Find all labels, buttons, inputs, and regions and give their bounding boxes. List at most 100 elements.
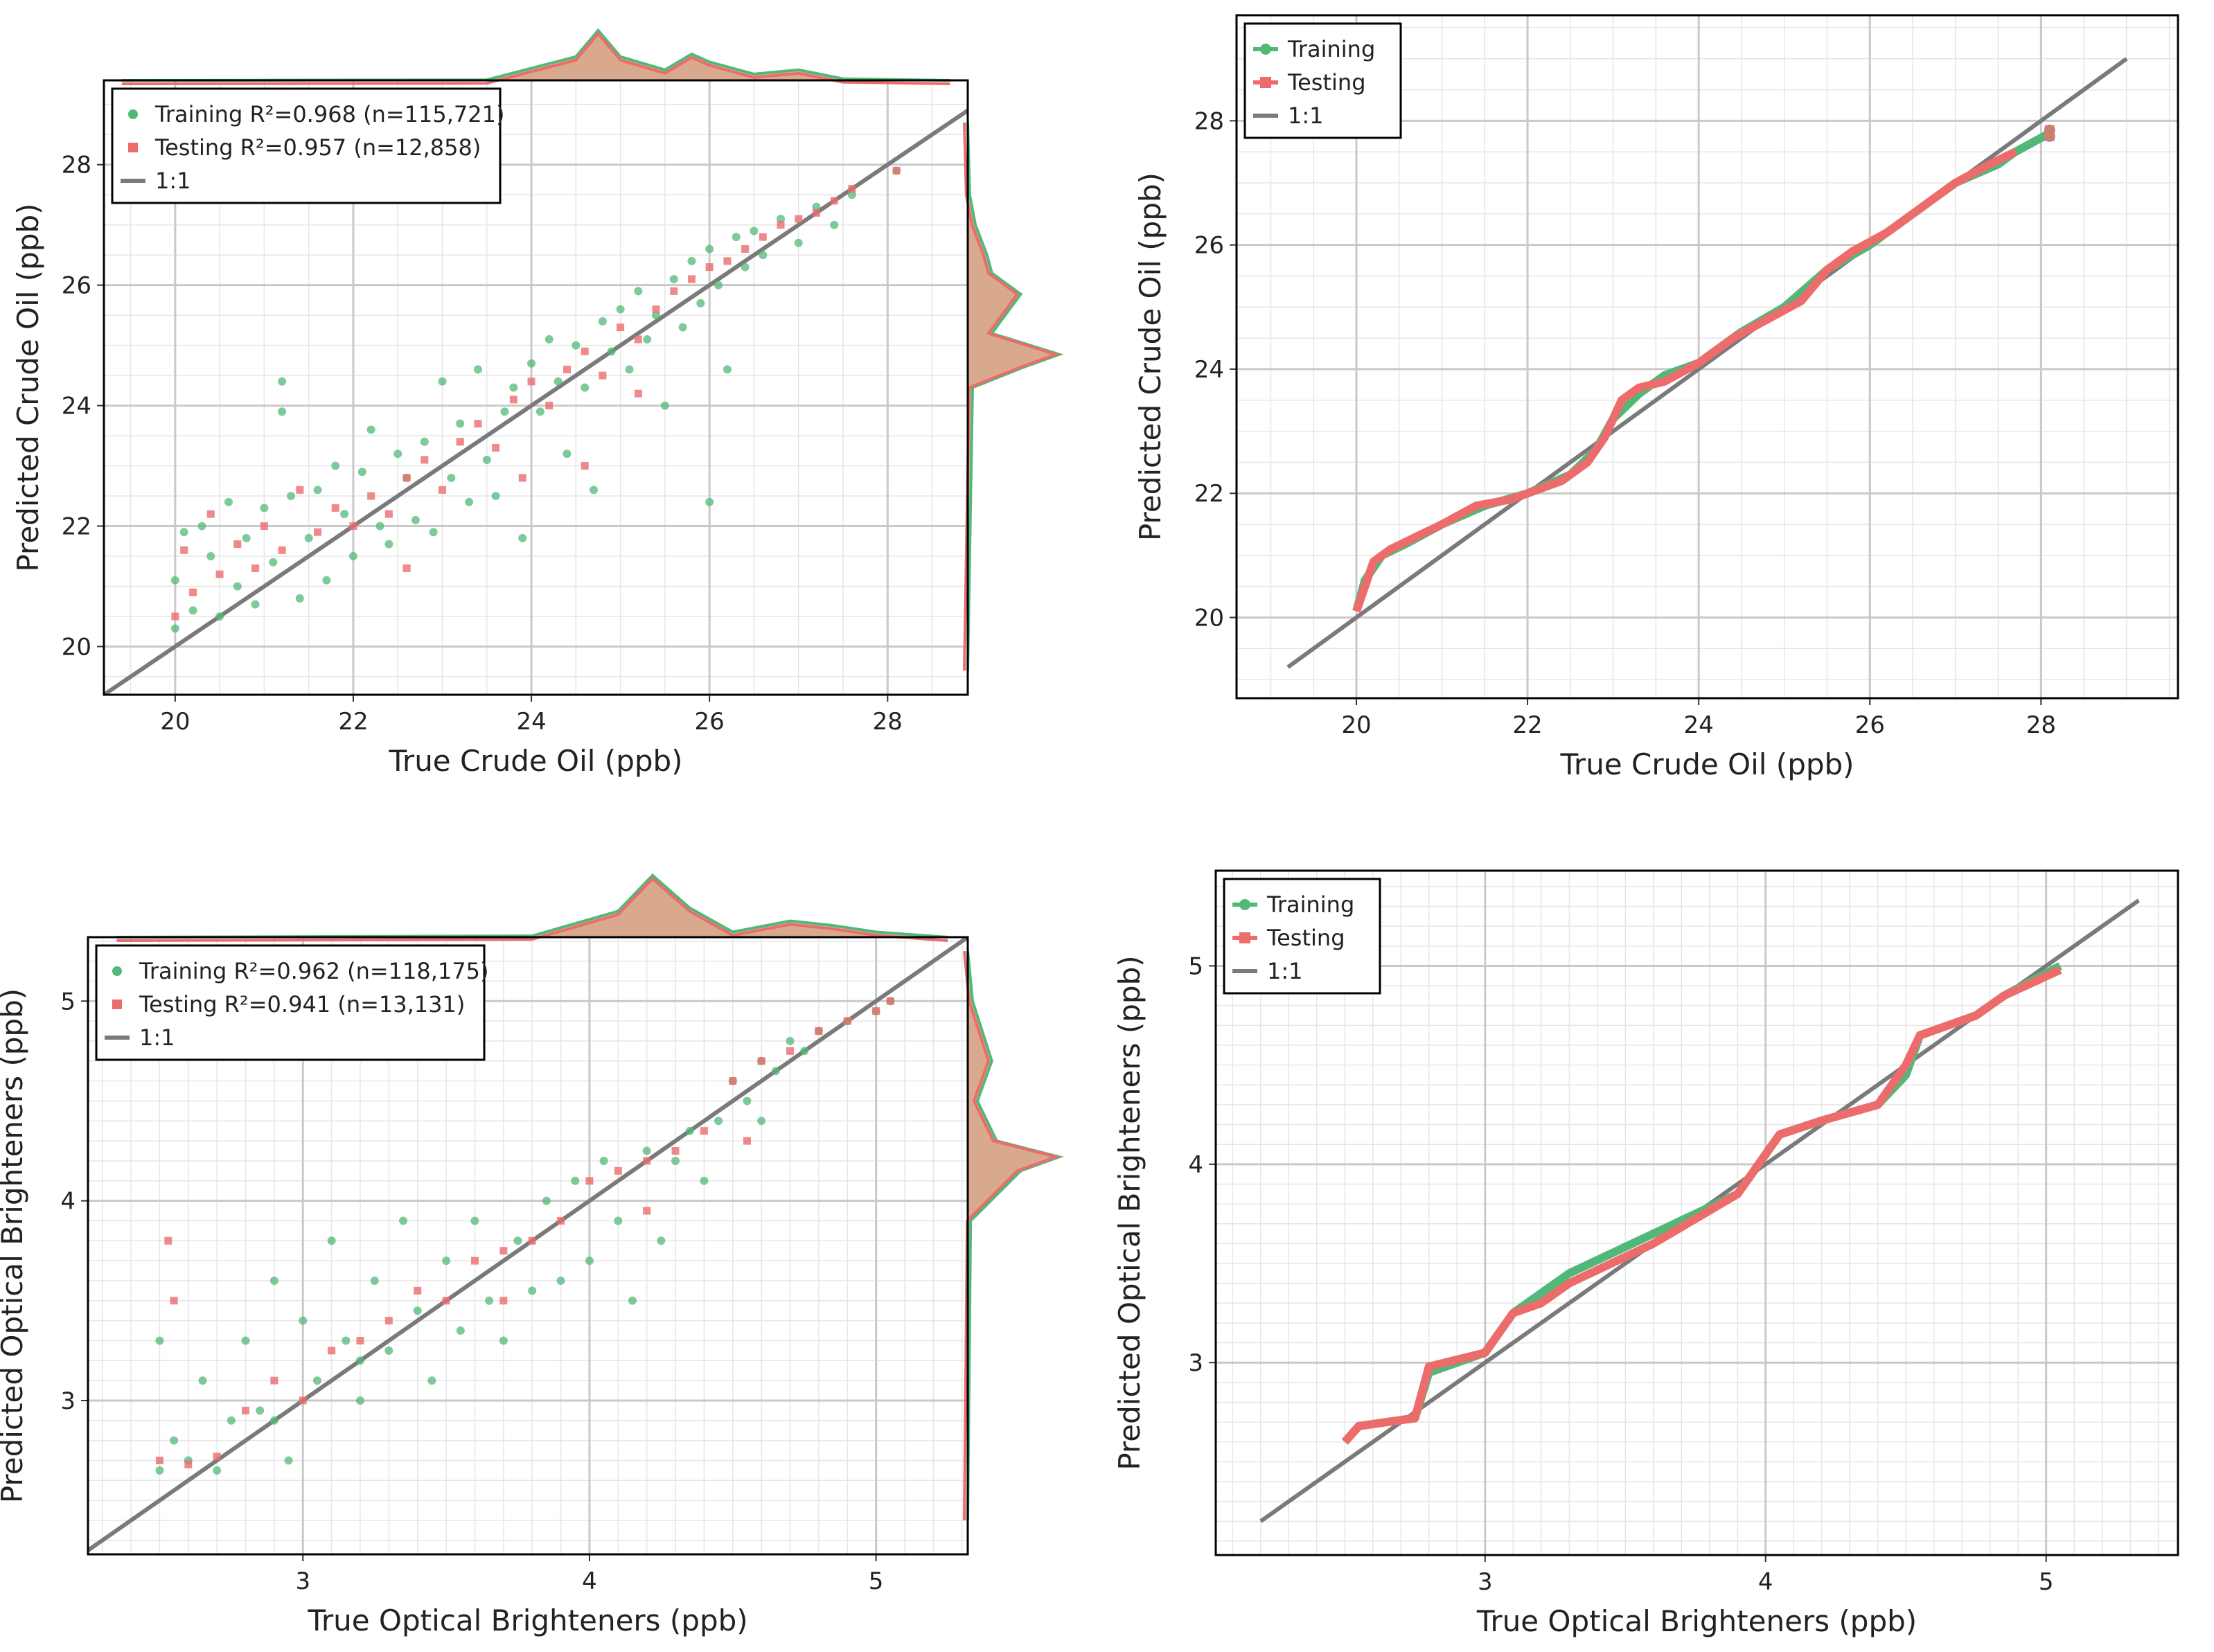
- testing-point: [296, 486, 304, 494]
- testing-point: [402, 564, 411, 572]
- training-point: [847, 190, 856, 199]
- testing-point: [171, 612, 179, 621]
- legend-training-marker: [1260, 44, 1271, 55]
- legend-training-marker: [112, 966, 122, 976]
- y-tick-label: 20: [62, 633, 91, 661]
- training-point: [687, 256, 696, 265]
- plot-frame: [1214, 869, 2179, 1556]
- training-point: [348, 551, 357, 560]
- testing-point: [270, 1376, 278, 1385]
- testing-point: [723, 257, 732, 265]
- training-point: [590, 486, 599, 495]
- testing-point: [499, 1297, 508, 1305]
- training-point: [170, 1436, 179, 1445]
- training-point: [442, 1256, 451, 1265]
- testing-point: [420, 456, 429, 464]
- testing-point: [384, 510, 393, 518]
- training-point: [260, 504, 269, 513]
- x-tick-label: 5: [869, 1567, 884, 1595]
- testing-point: [843, 1017, 851, 1025]
- legend-testing-marker: [128, 143, 138, 152]
- training-point: [278, 377, 287, 386]
- legend-training-marker: [128, 109, 138, 119]
- training-point: [241, 1336, 250, 1345]
- training-point: [705, 497, 714, 506]
- testing-point: [585, 1177, 594, 1185]
- training-point: [355, 1396, 364, 1405]
- training-point: [628, 1296, 637, 1305]
- y-tick-label: 22: [62, 513, 91, 541]
- top-density-testing-line: [116, 876, 948, 942]
- legend: Training Testing 1:1: [1243, 22, 1402, 139]
- y-tick-label: 22: [1194, 480, 1224, 508]
- training-point: [304, 533, 313, 542]
- y-tick-label: 3: [60, 1387, 76, 1415]
- training-point: [206, 551, 215, 560]
- x-tick-label: 28: [2026, 711, 2056, 739]
- plot-area: [104, 108, 968, 695]
- training-point: [411, 515, 420, 524]
- testing-point: [545, 402, 554, 410]
- testing-point: [812, 208, 820, 217]
- training-point: [625, 365, 634, 374]
- right-density-testing-line: [963, 950, 1061, 1520]
- testing-point: [705, 263, 714, 272]
- x-tick-label: 20: [160, 708, 190, 736]
- training-point: [256, 1406, 265, 1415]
- testing-point: [581, 462, 589, 470]
- legend-one_to_one-label: 1:1: [155, 168, 191, 194]
- training-point: [714, 281, 723, 290]
- training-point: [518, 533, 527, 542]
- training-point: [278, 407, 287, 416]
- training-point: [215, 612, 224, 621]
- x-tick-label: 22: [338, 708, 368, 736]
- plot-area: [88, 937, 968, 1553]
- testing-point: [242, 1406, 250, 1414]
- top-density-training-line: [121, 28, 950, 82]
- training-point: [357, 468, 366, 477]
- optical-brighteners-qq-panel: 3 4 5 3 4 5 True Optical Brighteners (ppb) Pred…: [1113, 869, 2179, 1638]
- legend-one_to_one-label: 1:1: [139, 1024, 175, 1051]
- training-point: [327, 1236, 336, 1245]
- x-tick-label: 3: [295, 1567, 310, 1595]
- training-point: [643, 335, 652, 344]
- testing-point: [384, 1317, 393, 1325]
- testing-point: [278, 546, 286, 554]
- training-point: [500, 407, 509, 416]
- training-point: [429, 528, 438, 537]
- training-point: [634, 287, 643, 296]
- training-point: [198, 1376, 207, 1385]
- testing-point: [402, 474, 411, 482]
- legend-training-label: Training: [1287, 36, 1375, 62]
- y-tick-label: 3: [1188, 1349, 1203, 1377]
- y-axis-label: Predicted Crude Oil (ppb): [1133, 172, 1167, 541]
- testing-point: [184, 1460, 193, 1468]
- top-density-testing-line: [121, 31, 950, 85]
- legend-box: [95, 944, 486, 1061]
- testing-point: [795, 215, 803, 223]
- training-point: [671, 1156, 680, 1165]
- y-tick-label: 5: [1188, 952, 1203, 980]
- training-point: [295, 594, 304, 603]
- testing-point: [786, 1047, 795, 1055]
- training-point: [556, 1276, 565, 1285]
- training-point: [585, 1256, 594, 1265]
- testing-point: [652, 305, 660, 313]
- testing-point: [213, 1453, 221, 1461]
- training-point: [614, 1216, 623, 1225]
- x-axis-label: True Optical Brighteners (ppb): [1476, 1604, 1917, 1638]
- training-point: [741, 263, 750, 272]
- plot-area: [1286, 57, 2128, 669]
- training-point: [563, 450, 572, 459]
- testing-point: [599, 371, 607, 380]
- training-point: [179, 528, 188, 537]
- training-point: [554, 377, 563, 386]
- testing-point: [180, 546, 188, 554]
- training-point: [757, 1117, 766, 1126]
- legend-training-label: Training R²=0.968 (n=115,721): [154, 101, 504, 127]
- training-point: [284, 1456, 293, 1465]
- y-tick-label: 28: [62, 152, 91, 179]
- training-point: [685, 1126, 694, 1135]
- legend: Training R²=0.962 (n=118,175) Testing R²=…: [95, 944, 488, 1061]
- x-tick-label: 4: [1758, 1568, 1773, 1596]
